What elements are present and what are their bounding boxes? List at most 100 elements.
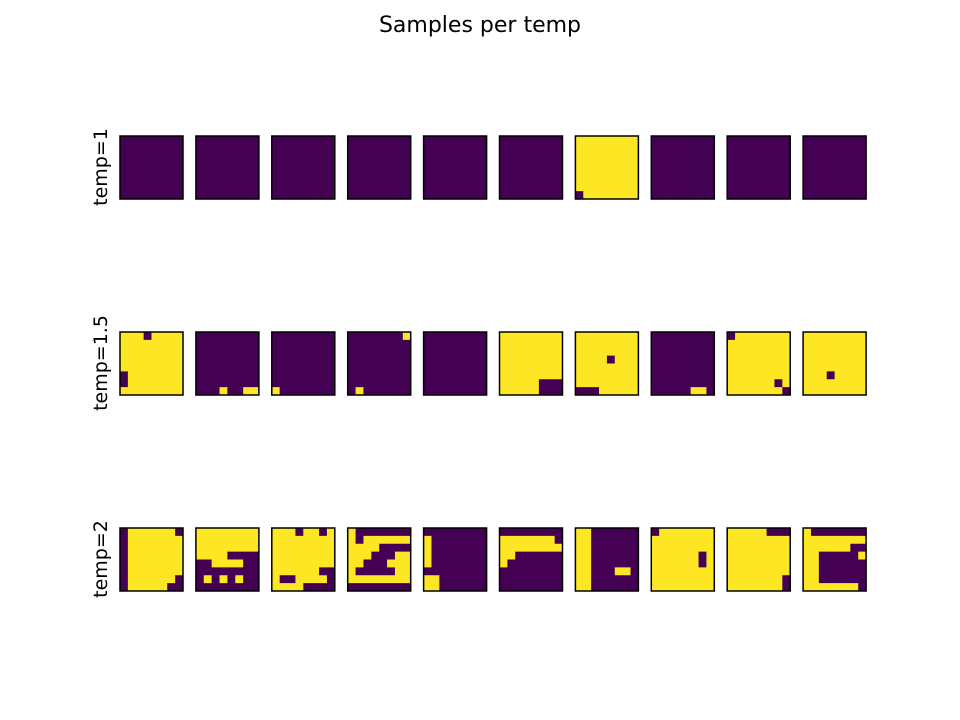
cell-r2-c1-0-4	[227, 528, 236, 537]
cell-r2-c5-4-3	[523, 559, 532, 568]
cell-r2-c4-3-3	[447, 551, 456, 560]
cell-r2-c3-4-6	[394, 559, 404, 568]
cell-r1-c0-7-4	[151, 387, 160, 396]
cell-r1-c5-2-3	[523, 347, 532, 357]
cell-r2-c0-1-2	[135, 535, 145, 545]
cell-r1-c0-0-3	[143, 332, 152, 341]
cell-r2-c4-0-1	[431, 528, 440, 537]
cell-r2-c9-7-3	[826, 583, 835, 592]
cell-r1-c3-5-2	[363, 371, 372, 380]
sample-panel-r0-c4	[422, 135, 488, 200]
cell-r0-c9-0-7	[858, 136, 867, 145]
cell-r0-c0-3-4	[151, 159, 160, 168]
cell-r2-c8-0-5	[766, 528, 775, 537]
cell-r1-c2-4-1	[279, 363, 288, 372]
cell-r2-c9-2-5	[842, 543, 851, 553]
sample-panel-r0-c2	[271, 135, 336, 200]
cell-r0-c4-0-6	[470, 136, 480, 145]
cell-r0-c0-0-3	[143, 136, 152, 145]
cell-r2-c7-6-7	[706, 575, 715, 584]
cell-r0-c4-1-4	[455, 143, 464, 153]
cell-r2-c2-5-5	[311, 567, 320, 576]
cell-r2-c0-4-2	[135, 559, 145, 568]
cell-r0-c2-6-4	[303, 183, 312, 192]
cell-r1-c0-4-6	[167, 363, 176, 372]
cell-r0-c0-5-3	[143, 175, 152, 184]
cell-r1-c7-3-5	[690, 355, 699, 364]
cell-r2-c3-3-5	[387, 551, 396, 560]
cell-r1-c5-4-4	[531, 363, 540, 372]
cell-r0-c2-0-5	[311, 136, 320, 145]
cell-r1-c1-2-5	[235, 347, 244, 357]
cell-r2-c1-6-2	[211, 575, 220, 584]
cell-r2-c5-7-7	[554, 583, 563, 592]
cell-r0-c0-3-1	[127, 159, 137, 168]
cell-r0-c4-7-7	[478, 191, 487, 200]
cell-r2-c3-4-4	[379, 559, 388, 568]
cell-r1-c1-6-0	[195, 379, 205, 388]
cell-r2-c5-4-4	[531, 559, 540, 568]
cell-r1-c0-5-6	[167, 371, 176, 380]
cell-r2-c3-6-7	[402, 575, 412, 584]
cell-r0-c8-0-3	[750, 136, 760, 145]
cell-r0-c4-3-3	[447, 159, 456, 168]
cell-r0-c0-2-3	[143, 151, 152, 161]
cell-r0-c2-2-4	[303, 151, 312, 161]
cell-r1-c7-1-2	[667, 339, 676, 349]
cell-r0-c7-6-2	[667, 183, 676, 192]
cell-r2-c7-7-5	[690, 583, 699, 592]
cell-r0-c6-5-2	[591, 175, 600, 184]
sample-panel-r1-c6	[574, 331, 640, 396]
cell-r0-c1-2-6	[243, 151, 252, 161]
cell-r1-c3-7-3	[371, 387, 380, 396]
cell-r2-c6-3-4	[606, 551, 616, 560]
cell-r1-c5-7-1	[507, 387, 516, 396]
panel-frame-r2-c5	[498, 527, 564, 592]
cell-r1-c3-6-4	[379, 379, 388, 388]
cell-r1-c1-6-4	[227, 379, 236, 388]
cell-r0-c8-5-1	[735, 175, 744, 184]
cell-r0-c0-0-5	[159, 136, 168, 145]
cell-r2-c5-1-5	[538, 535, 548, 545]
cell-r2-c9-1-3	[826, 535, 835, 545]
cell-r1-c9-5-3	[826, 371, 835, 380]
cell-r2-c3-0-7	[402, 528, 412, 537]
cell-r1-c6-5-1	[583, 371, 592, 380]
cell-r2-c7-7-7	[706, 583, 715, 592]
cell-r0-c4-2-5	[462, 151, 472, 161]
cell-r1-c9-6-7	[858, 379, 867, 388]
cell-r2-c1-2-2	[211, 543, 220, 553]
cell-r2-c5-5-5	[538, 567, 548, 576]
cell-r1-c4-6-3	[447, 379, 456, 388]
cell-r2-c9-3-6	[850, 551, 859, 560]
cell-r2-c2-4-5	[311, 559, 320, 568]
cell-r2-c5-1-4	[531, 535, 540, 545]
cell-r1-c3-0-5	[387, 332, 396, 341]
cell-r1-c5-1-7	[554, 339, 563, 349]
cell-r0-c8-7-7	[782, 191, 791, 200]
cell-r1-c5-3-4	[531, 355, 540, 364]
cell-r2-c4-1-0	[423, 535, 432, 545]
cell-r1-c7-4-5	[690, 363, 699, 372]
cell-r0-c8-6-6	[774, 183, 783, 192]
cell-r1-c9-6-6	[850, 379, 859, 388]
cell-r2-c3-6-2	[363, 575, 372, 584]
cell-r1-c7-4-0	[651, 363, 660, 372]
cell-r1-c3-1-5	[387, 339, 396, 349]
cell-r0-c4-0-5	[462, 136, 472, 145]
cell-r2-c2-0-0	[271, 528, 281, 537]
cell-r1-c5-3-1	[507, 355, 516, 364]
cell-r1-c1-4-2	[211, 363, 220, 372]
cell-r0-c4-1-2	[439, 143, 448, 153]
cell-r2-c1-6-6	[243, 575, 252, 584]
cell-r2-c1-6-7	[251, 575, 260, 584]
cell-r1-c2-6-3	[295, 379, 304, 388]
cell-r0-c7-3-0	[651, 159, 660, 168]
cell-r2-c6-6-7	[630, 575, 639, 584]
cell-r2-c5-4-1	[507, 559, 516, 568]
cell-r2-c8-0-6	[774, 528, 783, 537]
cell-r0-c2-0-2	[287, 136, 296, 145]
cell-r0-c2-6-1	[279, 183, 288, 192]
cell-r0-c1-3-2	[211, 159, 220, 168]
cell-r2-c5-0-0	[499, 528, 508, 537]
